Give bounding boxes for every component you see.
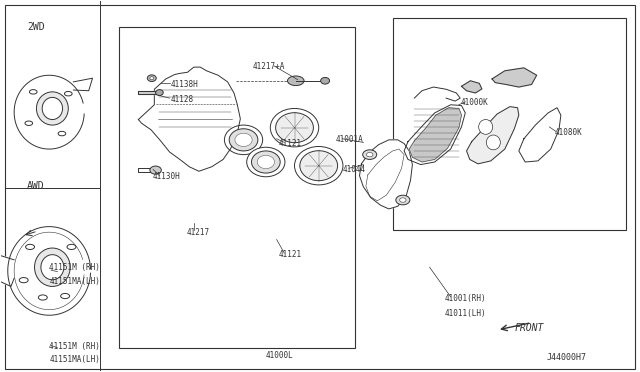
Ellipse shape xyxy=(147,75,156,81)
Text: J44000H7: J44000H7 xyxy=(546,353,586,362)
Ellipse shape xyxy=(156,90,163,96)
Text: 41001(RH): 41001(RH) xyxy=(444,294,486,303)
Text: 41151M (RH): 41151M (RH) xyxy=(49,342,100,351)
Polygon shape xyxy=(138,91,159,94)
Ellipse shape xyxy=(150,77,154,80)
Text: 41138H: 41138H xyxy=(170,80,198,89)
Ellipse shape xyxy=(257,155,275,169)
Ellipse shape xyxy=(150,166,161,174)
Text: 41080K: 41080K xyxy=(554,128,582,137)
Ellipse shape xyxy=(225,125,262,155)
Text: 41130H: 41130H xyxy=(153,172,180,181)
Text: 41128: 41128 xyxy=(170,95,193,104)
Text: 41151MA(LH): 41151MA(LH) xyxy=(49,278,100,286)
Polygon shape xyxy=(519,108,561,162)
Text: 41000L: 41000L xyxy=(266,351,294,360)
Text: 41001A: 41001A xyxy=(336,135,364,144)
Polygon shape xyxy=(14,75,84,149)
Bar xyxy=(394,18,626,230)
Text: 41217+A: 41217+A xyxy=(253,61,285,71)
Ellipse shape xyxy=(396,195,410,205)
Polygon shape xyxy=(8,227,90,315)
Polygon shape xyxy=(0,253,14,286)
Polygon shape xyxy=(360,140,412,209)
Ellipse shape xyxy=(270,109,319,147)
Polygon shape xyxy=(461,81,482,93)
Text: AWD: AWD xyxy=(27,181,45,191)
Polygon shape xyxy=(138,67,241,171)
Polygon shape xyxy=(409,108,461,162)
Ellipse shape xyxy=(287,76,304,86)
Ellipse shape xyxy=(42,97,63,119)
Text: 41151MA(LH): 41151MA(LH) xyxy=(49,355,100,364)
Ellipse shape xyxy=(35,248,70,286)
Ellipse shape xyxy=(399,198,406,202)
Ellipse shape xyxy=(246,147,285,177)
Polygon shape xyxy=(404,105,465,164)
Ellipse shape xyxy=(479,119,493,134)
Text: 41217: 41217 xyxy=(186,228,209,237)
Text: 41151M (RH): 41151M (RH) xyxy=(49,263,100,272)
Text: 41000K: 41000K xyxy=(460,99,488,108)
Ellipse shape xyxy=(229,129,258,151)
Polygon shape xyxy=(492,68,537,87)
Ellipse shape xyxy=(363,150,377,160)
Text: 41121: 41121 xyxy=(278,250,301,259)
Ellipse shape xyxy=(276,113,314,142)
Bar xyxy=(119,27,355,349)
Ellipse shape xyxy=(235,133,252,147)
Text: 41044: 41044 xyxy=(342,165,365,174)
Text: 2WD: 2WD xyxy=(27,22,45,32)
Ellipse shape xyxy=(252,151,280,173)
Ellipse shape xyxy=(321,77,330,84)
Ellipse shape xyxy=(294,147,343,185)
Ellipse shape xyxy=(36,92,68,125)
Text: 41011(LH): 41011(LH) xyxy=(444,309,486,318)
Ellipse shape xyxy=(486,135,500,150)
Ellipse shape xyxy=(41,255,64,280)
Polygon shape xyxy=(467,107,519,164)
Text: 41121: 41121 xyxy=(278,139,301,148)
Ellipse shape xyxy=(300,151,338,181)
Ellipse shape xyxy=(367,153,373,157)
Text: FRONT: FRONT xyxy=(515,323,544,333)
